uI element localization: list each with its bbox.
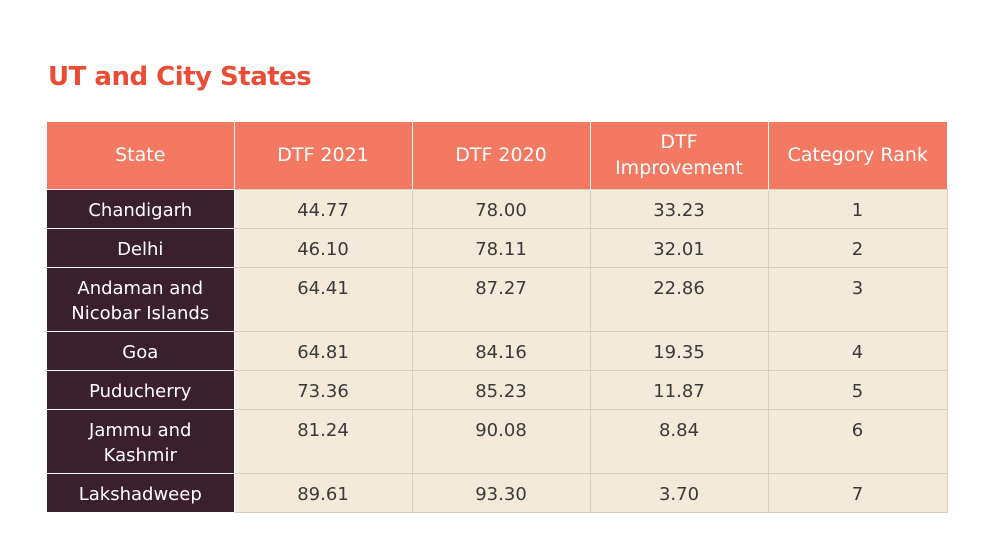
state-cell: Lakshadweep — [47, 472, 235, 513]
dtf-2020-cell: 87.27 — [411, 266, 591, 332]
dtf-2021-cell: 44.77 — [233, 188, 413, 229]
state-cell: Andaman and Nicobar Islands — [47, 266, 235, 332]
dtf-2020-cell: 85.23 — [411, 369, 591, 410]
header-dtf-2020: DTF 2020 — [411, 122, 591, 189]
dtf-2021-cell: 89.61 — [233, 472, 413, 513]
state-cell: Jammu and Kashmir — [47, 408, 235, 474]
rank-cell: 7 — [767, 472, 948, 513]
dtf-2021-cell: 73.36 — [233, 369, 413, 410]
dtf-2020-cell: 93.30 — [411, 472, 591, 513]
rank-cell: 2 — [767, 227, 948, 268]
header-category-rank: Category Rank — [767, 122, 947, 189]
table-row: Jammu and Kashmir 81.24 90.08 8.84 6 — [47, 408, 948, 474]
improvement-cell: 22.86 — [589, 266, 769, 332]
dtf-table: State DTF 2021 DTF 2020 DTF Improvement … — [47, 122, 948, 513]
improvement-cell: 11.87 — [589, 369, 769, 410]
rank-cell: 5 — [767, 369, 948, 410]
dtf-2021-cell: 81.24 — [233, 408, 413, 474]
state-cell: Delhi — [47, 227, 235, 268]
table-row: Chandigarh 44.77 78.00 33.23 1 — [47, 188, 948, 229]
table-row: Lakshadweep 89.61 93.30 3.70 7 — [47, 472, 948, 513]
dtf-2020-cell: 84.16 — [411, 330, 591, 371]
state-cell: Puducherry — [47, 369, 235, 410]
dtf-2020-cell: 90.08 — [411, 408, 591, 474]
dtf-2021-cell: 64.41 — [233, 266, 413, 332]
improvement-cell: 3.70 — [589, 472, 769, 513]
dtf-2021-cell: 46.10 — [233, 227, 413, 268]
state-cell: Goa — [47, 330, 235, 371]
dtf-2020-cell: 78.00 — [411, 188, 591, 229]
improvement-cell: 19.35 — [589, 330, 769, 371]
rank-cell: 1 — [767, 188, 948, 229]
table-header-row: State DTF 2021 DTF 2020 DTF Improvement … — [47, 122, 947, 189]
improvement-cell: 8.84 — [589, 408, 769, 474]
rank-cell: 3 — [767, 266, 948, 332]
state-cell: Chandigarh — [47, 188, 235, 229]
table-row: Puducherry 73.36 85.23 11.87 5 — [47, 369, 948, 410]
improvement-cell: 33.23 — [589, 188, 769, 229]
header-dtf-improvement: DTF Improvement — [589, 122, 769, 189]
table-row: Goa 64.81 84.16 19.35 4 — [47, 330, 948, 371]
page-title: UT and City States — [48, 62, 312, 92]
rank-cell: 4 — [767, 330, 948, 371]
dtf-2020-cell: 78.11 — [411, 227, 591, 268]
dtf-2021-cell: 64.81 — [233, 330, 413, 371]
header-state: State — [47, 122, 235, 189]
rank-cell: 6 — [767, 408, 948, 474]
header-dtf-2021: DTF 2021 — [233, 122, 413, 189]
table-row: Delhi 46.10 78.11 32.01 2 — [47, 227, 948, 268]
improvement-cell: 32.01 — [589, 227, 769, 268]
table-row: Andaman and Nicobar Islands 64.41 87.27 … — [47, 266, 948, 332]
